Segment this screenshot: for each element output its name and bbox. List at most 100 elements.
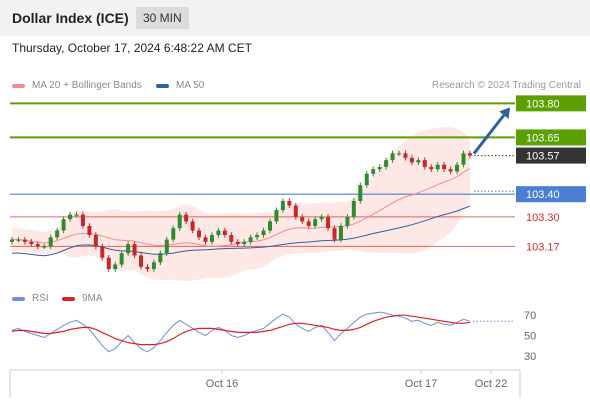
- candle-body: [461, 153, 466, 165]
- candle-body: [177, 214, 182, 229]
- ma9-swatch: [62, 296, 75, 301]
- candle-body: [261, 230, 266, 236]
- candle-body: [22, 239, 27, 242]
- candle-body: [126, 244, 131, 254]
- candle-body: [313, 219, 318, 226]
- candle-body: [338, 225, 343, 240]
- rsi-panel: 70 50 30: [11, 310, 536, 363]
- bollinger-band: [12, 127, 470, 282]
- candle-body: [358, 185, 363, 201]
- resistance-2-badge: [516, 95, 586, 112]
- candle-body: [455, 164, 460, 172]
- candle-body: [274, 210, 279, 222]
- candle-body: [422, 160, 427, 167]
- candle-body: [416, 160, 421, 163]
- candle-body: [87, 225, 92, 236]
- rsi-level-label: 50: [524, 331, 536, 343]
- timestamp: Thursday, October 17, 2024 6:48:22 AM CE…: [12, 41, 252, 55]
- candle-body: [42, 246, 47, 248]
- resistance-1-label: 103.65: [526, 132, 560, 144]
- candle-body: [448, 169, 453, 172]
- candle-body: [319, 216, 324, 220]
- timeframe-badge[interactable]: 30 MIN: [136, 7, 189, 29]
- candle-body: [16, 239, 21, 241]
- candle-body: [151, 262, 156, 270]
- support-3-label: 103.17: [526, 241, 560, 253]
- ma50-label: MA 50: [176, 80, 205, 91]
- rsi-swatch: [12, 296, 25, 301]
- candle-body: [300, 216, 305, 222]
- forecast-arrow: [472, 107, 510, 155]
- rsi-ma-line: [11, 314, 470, 346]
- candlesticks: [10, 150, 472, 272]
- candle-body: [68, 214, 73, 220]
- ma50-line: [11, 205, 471, 257]
- legend-ma50: MA 50: [156, 80, 204, 91]
- candle-body: [203, 237, 208, 242]
- candle-body: [280, 200, 285, 211]
- candle-body: [93, 235, 98, 247]
- ma50-swatch: [156, 83, 169, 88]
- research-credit: Research © 2024 Trading Central: [431, 80, 581, 91]
- candle-body: [113, 264, 118, 270]
- candle-body: [158, 253, 163, 263]
- candle-body: [255, 235, 260, 238]
- candle-body: [235, 241, 240, 245]
- candle-body: [35, 244, 40, 247]
- resistance-2-label: 103.80: [526, 98, 560, 110]
- candle-body: [139, 255, 143, 267]
- current-price-label: 103.57: [526, 151, 560, 163]
- ma9-label: 9MA: [82, 293, 103, 304]
- candle-body: [435, 164, 440, 170]
- candle-body: [248, 237, 253, 242]
- candle-body: [403, 153, 408, 158]
- candle-body: [100, 246, 105, 258]
- candle-body: [467, 153, 472, 156]
- bollinger-fill: [12, 127, 470, 282]
- candle-body: [80, 214, 85, 226]
- candle-body: [351, 200, 356, 217]
- candle-body: [371, 169, 376, 174]
- candle-body: [287, 200, 292, 206]
- time-axis: Oct 16 Oct 17 Oct 22: [9, 369, 521, 398]
- candle-body: [171, 228, 176, 240]
- candle-body: [377, 166, 382, 170]
- rsi-level-label: 30: [524, 351, 536, 363]
- candle-body: [397, 153, 401, 155]
- candle-body: [268, 221, 272, 231]
- ma20-label: MA 20 + Bollinger Bands: [32, 80, 142, 91]
- candle-body: [209, 235, 214, 242]
- candle-body: [409, 157, 414, 163]
- header-bar: Dollar Index (ICE) 30 MIN: [0, 0, 590, 36]
- axis-label: Oct 22: [475, 378, 507, 390]
- arrow-head: [499, 107, 510, 119]
- rsi-line: [11, 311, 471, 353]
- candle-body: [326, 216, 331, 229]
- axis-label: Oct 17: [405, 378, 437, 390]
- candle-body: [197, 230, 202, 238]
- legend-ma20: MA 20 + Bollinger Bands: [12, 80, 142, 91]
- candle-body: [190, 221, 195, 231]
- rsi-label: RSI: [32, 293, 49, 304]
- candle-body: [132, 244, 137, 256]
- candle-body: [216, 230, 221, 236]
- legend-ma9: 9MA: [62, 293, 103, 304]
- candle-body: [229, 235, 234, 242]
- candle-body: [74, 214, 79, 216]
- axis-label: Oct 16: [206, 378, 238, 390]
- legend-rsi: RSI: [12, 293, 49, 304]
- candle-body: [345, 216, 350, 226]
- level-lines: 103.80 103.65 103.57 103.40 103.30 103.17: [10, 95, 586, 253]
- candle-body: [242, 241, 247, 245]
- candle-body: [48, 237, 53, 247]
- support-2-label: 103.30: [526, 212, 560, 224]
- instrument-title: Dollar Index (ICE): [12, 10, 129, 26]
- ma20-swatch: [12, 83, 25, 88]
- support-1-badge: [516, 186, 586, 203]
- candle-body: [222, 230, 227, 236]
- candle-body: [145, 266, 150, 270]
- candle-body: [429, 166, 434, 170]
- candle-body: [293, 205, 298, 217]
- candle-body: [106, 257, 111, 270]
